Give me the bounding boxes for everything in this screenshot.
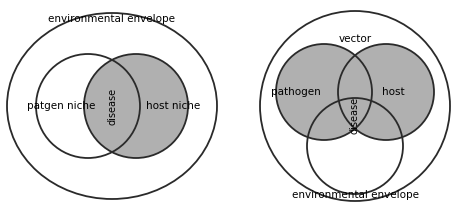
Ellipse shape — [307, 98, 403, 194]
Ellipse shape — [338, 44, 434, 140]
Ellipse shape — [36, 54, 140, 158]
Text: disease: disease — [350, 97, 360, 134]
Ellipse shape — [307, 98, 403, 194]
Ellipse shape — [84, 54, 188, 158]
Text: environmental envelope: environmental envelope — [48, 14, 175, 24]
Text: vector: vector — [338, 34, 372, 43]
Ellipse shape — [307, 98, 403, 194]
Ellipse shape — [338, 44, 434, 140]
Ellipse shape — [338, 44, 434, 140]
Ellipse shape — [276, 44, 372, 140]
Text: pathogen: pathogen — [272, 87, 321, 97]
Ellipse shape — [307, 98, 403, 194]
Text: environmental envelope: environmental envelope — [292, 190, 419, 200]
Text: patgen niche: patgen niche — [27, 101, 96, 111]
Ellipse shape — [276, 44, 372, 140]
Text: host: host — [382, 87, 405, 97]
Text: disease: disease — [107, 88, 117, 125]
Text: host niche: host niche — [146, 101, 200, 111]
Ellipse shape — [276, 44, 372, 140]
Ellipse shape — [338, 44, 434, 140]
Ellipse shape — [276, 44, 372, 140]
